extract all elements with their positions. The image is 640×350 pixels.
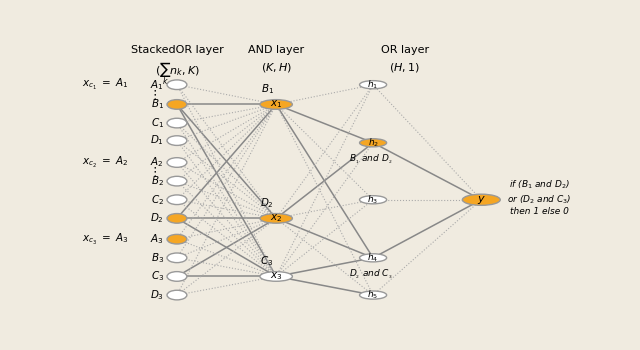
Text: $y$: $y$ [477,194,486,206]
Text: StackedOR layer: StackedOR layer [131,45,223,55]
Text: $B_1$: $B_1$ [260,83,274,96]
Text: $D_3$: $D_3$ [150,288,164,302]
Circle shape [167,158,187,167]
Ellipse shape [360,139,387,147]
Text: $B_3$: $B_3$ [150,251,164,265]
Text: $D_2$: $D_2$ [260,196,274,210]
Text: $x_2$: $x_2$ [270,212,282,224]
Ellipse shape [462,194,500,205]
Circle shape [167,176,187,186]
Text: $C_3$: $C_3$ [260,254,274,268]
Text: OR layer: OR layer [381,45,429,55]
Text: $B_1$: $B_1$ [151,98,164,111]
Circle shape [167,234,187,244]
Ellipse shape [360,196,387,204]
Text: $A_2$: $A_2$ [150,156,164,169]
Text: $C_1$: $C_1$ [150,116,164,130]
Text: $x_3$: $x_3$ [270,271,282,282]
Text: $B_2$: $B_2$ [151,174,164,188]
Circle shape [167,80,187,90]
Text: $x_{c_2}$ $=$ $A_2$: $x_{c_2}$ $=$ $A_2$ [83,155,129,170]
Circle shape [167,136,187,145]
Text: $x_1$: $x_1$ [270,99,282,110]
Text: if ($B_{1}$ and $D_{2}$)
or ($D_{2}$ and $C_{3}$)
then 1 else 0: if ($B_{1}$ and $D_{2}$) or ($D_{2}$ and… [507,179,572,216]
Text: $(\sum_k n_k, K)$: $(\sum_k n_k, K)$ [155,61,199,87]
Text: $(K, H)$: $(K, H)$ [260,61,292,74]
Ellipse shape [360,80,387,89]
Text: AND layer: AND layer [248,45,304,55]
Circle shape [167,272,187,281]
Circle shape [167,253,187,262]
Circle shape [167,118,187,128]
Ellipse shape [360,254,387,262]
Text: $h_1$: $h_1$ [367,78,379,91]
Circle shape [167,100,187,109]
Text: $h_4$: $h_4$ [367,252,379,264]
Text: $D_1$: $D_1$ [150,134,164,147]
Text: $x_{c_1}$ $=$ $A_1$: $x_{c_1}$ $=$ $A_1$ [82,77,129,92]
Ellipse shape [360,291,387,299]
Text: $h_2$: $h_2$ [367,136,379,149]
Circle shape [167,214,187,223]
Text: $h_3$: $h_3$ [367,194,379,206]
Text: $B_{_1}$ and $D_{_2}$: $B_{_1}$ and $D_{_2}$ [349,152,392,166]
Ellipse shape [260,100,292,109]
Circle shape [167,290,187,300]
Text: $C_2$: $C_2$ [151,193,164,206]
Text: $h_5$: $h_5$ [367,289,379,301]
Text: $D_2$: $D_2$ [150,211,164,225]
Text: $(H, 1)$: $(H, 1)$ [389,61,420,74]
Text: $A_1$: $A_1$ [150,78,164,92]
Text: $\vdots$: $\vdots$ [148,88,157,102]
Text: $x_{c_3}$ $=$ $A_3$: $x_{c_3}$ $=$ $A_3$ [82,232,129,247]
Text: $C_3$: $C_3$ [150,270,164,284]
Circle shape [167,195,187,205]
Ellipse shape [260,272,292,281]
Text: $\vdots$: $\vdots$ [148,165,157,179]
Text: $A_3$: $A_3$ [150,232,164,246]
Ellipse shape [260,214,292,223]
Text: $D_{_2}$ and $C_{_3}$: $D_{_2}$ and $C_{_3}$ [349,267,392,281]
